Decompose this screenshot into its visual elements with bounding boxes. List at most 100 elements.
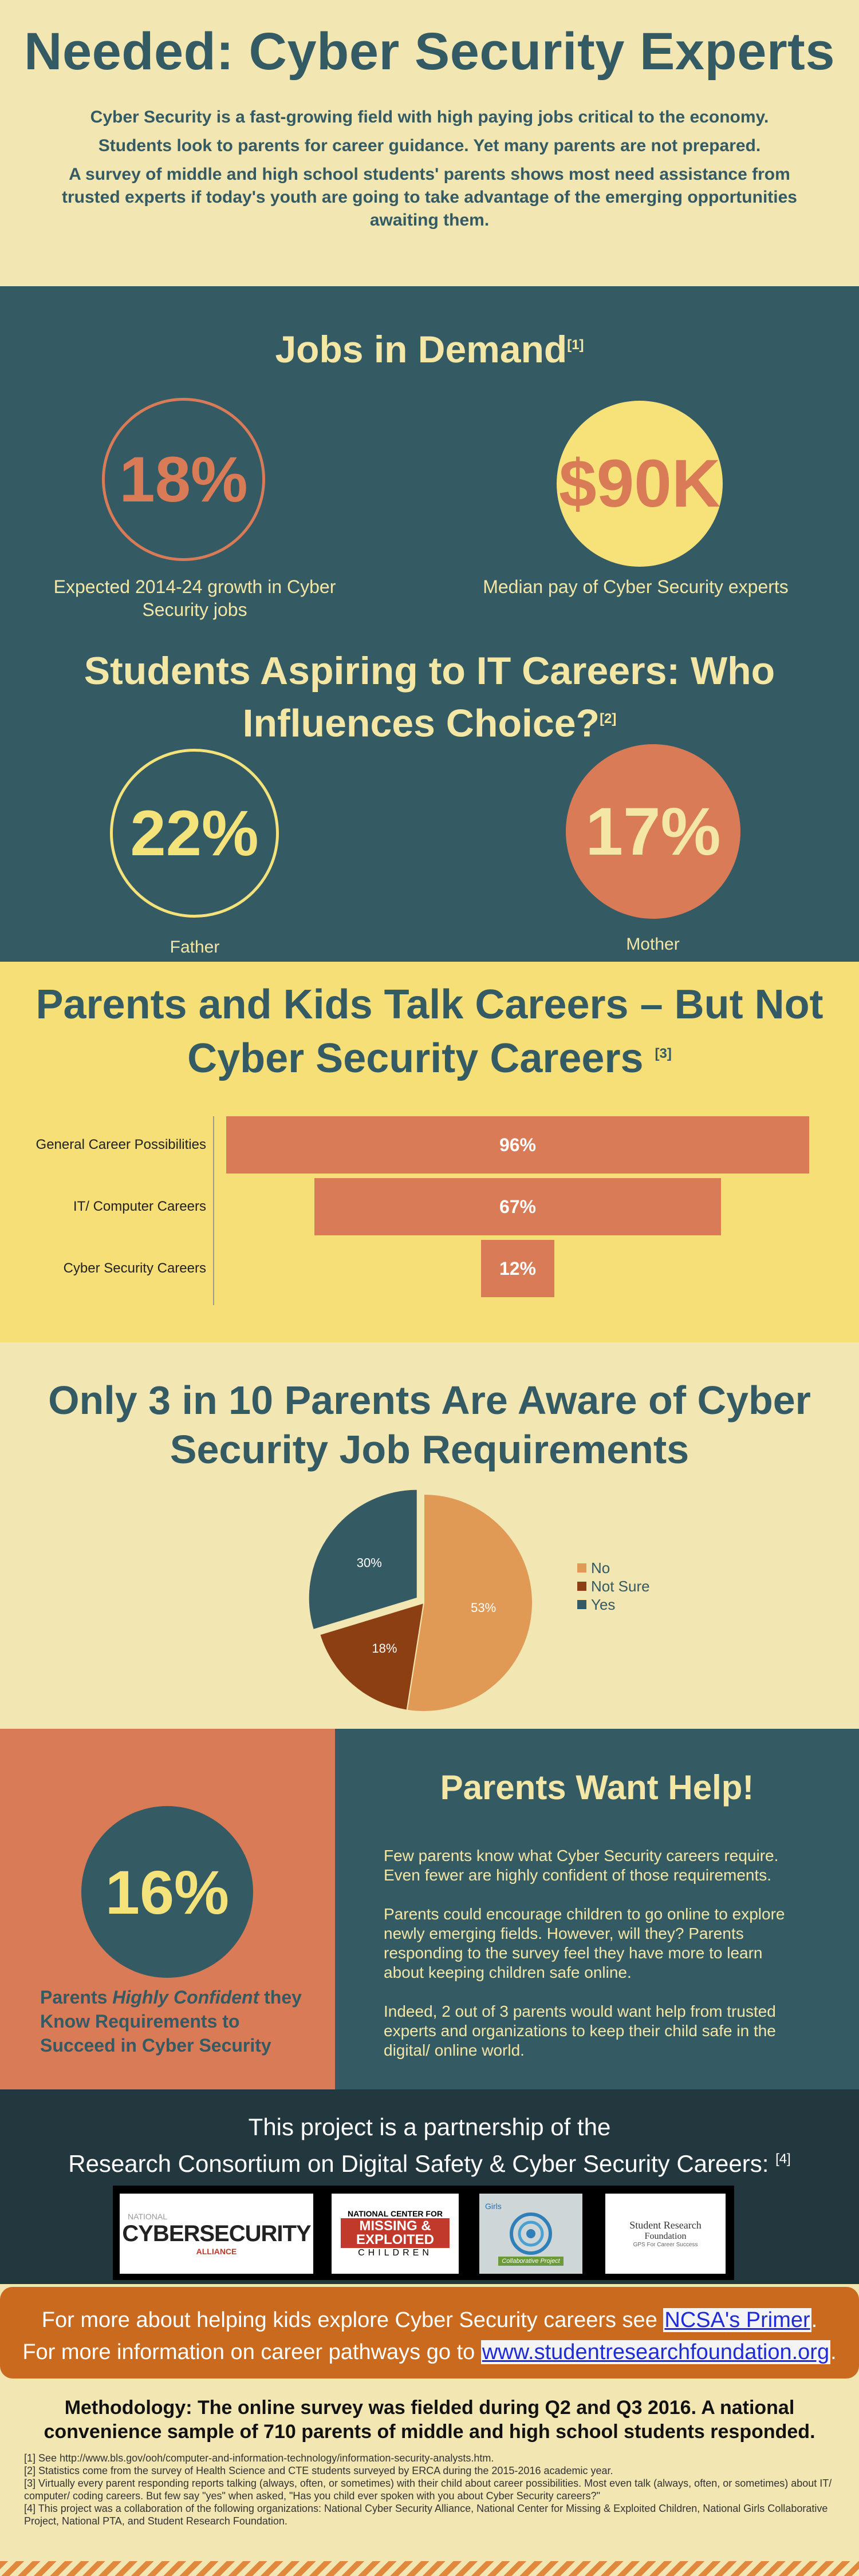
legend-item: Not Sure [577, 1577, 650, 1595]
jobs-ref: [1] [567, 337, 584, 353]
ngcp-logo[interactable]: Girls Collaborative Project [479, 2194, 582, 2274]
srf-website-link[interactable]: www.studentresearchfoundation.org [480, 2340, 831, 2364]
legend-label: Yes [591, 1595, 616, 1613]
ngcp-logo-top: Girls [485, 2202, 502, 2211]
confident-caption-pre: Parents [40, 1987, 113, 2008]
decorative-stripes [0, 2561, 859, 2576]
ncsa-logo-small: NATIONAL [128, 2211, 167, 2221]
partnership-line1: This project is a partnership of the [248, 2113, 611, 2140]
pie-slice-no [406, 1493, 533, 1712]
footnotes: [1] See http://www.bls.gov/ooh/computer-… [24, 2452, 837, 2527]
help-paragraph: Parents could encourage children to go o… [384, 1905, 785, 1981]
pie-legend: No Not Sure Yes [577, 1559, 650, 1614]
ncmec-logo-mid: MISSING & EXPLOITED [341, 2218, 450, 2248]
bar: 12% [481, 1240, 554, 1297]
partnership-ref: [4] [775, 2151, 791, 2167]
partnership-line2: Research Consortium on Digital Safety & … [68, 2150, 769, 2177]
intro-paragraph: A survey of middle and high school stude… [62, 165, 797, 230]
ncmec-logo-top: NATIONAL CENTER FOR [348, 2209, 443, 2218]
banner-line2-end: . [830, 2340, 837, 2364]
pie-slice-label: 30% [357, 1555, 382, 1570]
banner-line2-text: For more information on career pathways … [22, 2340, 481, 2364]
ncsa-logo-big: CYBERSECURITY [122, 2221, 311, 2246]
intro-paragraph: Cyber Security is a fast-growing field w… [90, 108, 769, 127]
bar-category-label: Cyber Security Careers [63, 1261, 206, 1276]
pie-slice-yes [308, 1488, 418, 1631]
bar-category-label: IT/ Computer Careers [73, 1199, 206, 1214]
ngcp-logo-bottom: Collaborative Project [498, 2257, 564, 2266]
methodology-section: Methodology: The online survey was field… [0, 2379, 859, 2576]
growth-stat-circle: 18% [102, 398, 265, 561]
aspire-title: Students Aspiring to IT Careers: Who Inf… [0, 647, 859, 748]
aspire-ref: [2] [600, 711, 617, 726]
legend-item: Yes [577, 1595, 650, 1614]
jobs-title-text: Jobs in Demand [275, 328, 568, 370]
aspire-title-text: Students Aspiring to IT Careers: Who Inf… [84, 649, 775, 745]
pie-slice-not-sure [318, 1602, 425, 1711]
awareness-pie-chart: 53% 18% 30% [308, 1488, 533, 1712]
resources-banner: For more about helping kids explore Cybe… [0, 2287, 859, 2379]
legend-swatch [577, 1600, 586, 1609]
bar: 67% [314, 1178, 722, 1235]
ncmec-logo-bottom: CHILDREN [358, 2248, 432, 2258]
ncsa-primer-link[interactable]: NCSA's Primer [663, 2308, 811, 2332]
help-title: Parents Want Help! [440, 1768, 754, 1807]
mother-caption: Mother [626, 935, 680, 954]
ncmec-logo[interactable]: NATIONAL CENTER FOR MISSING & EXPLOITED … [332, 2194, 459, 2274]
jobs-title: Jobs in Demand[1] [0, 327, 859, 371]
bar-row: General Career Possibilities 96% [0, 1116, 859, 1174]
growth-stat-caption: Expected 2014-24 growth in Cyber Securit… [53, 576, 336, 620]
footnote: [3] Virtually every parent responding re… [24, 2478, 832, 2502]
talk-title-text: Parents and Kids Talk Careers – But Not … [36, 982, 823, 1081]
srf-logo[interactable]: Student Research Foundation GPS For Care… [605, 2194, 726, 2274]
methodology-title: Methodology: The online survey was field… [44, 2397, 815, 2443]
footnote: [1] See http://www.bls.gov/ooh/computer-… [24, 2452, 494, 2464]
page-title: Needed: Cyber Security Experts [24, 22, 835, 81]
talk-ref: [3] [655, 1046, 672, 1061]
bar-category-label: General Career Possibilities [36, 1137, 206, 1152]
partner-logo-strip: NATIONAL CYBERSECURITY ALLIANCE NATIONAL… [113, 2186, 734, 2280]
legend-swatch [577, 1582, 586, 1591]
partnership-text: This project is a partnership of the Res… [0, 2111, 859, 2180]
awareness-section: Only 3 in 10 Parents Are Aware of Cyber … [0, 1342, 859, 1729]
bar: 96% [226, 1116, 809, 1174]
ngcp-swirl-icon [510, 2212, 552, 2255]
help-text-panel: Parents Want Help! Few parents know what… [335, 1729, 859, 2089]
srf-logo-top: Student Research [629, 2219, 702, 2231]
legend-item: No [577, 1559, 650, 1577]
legend-label: No [591, 1559, 610, 1577]
ncsa-logo-sub: ALLIANCE [196, 2246, 237, 2256]
talk-careers-section: Parents and Kids Talk Careers – But Not … [0, 962, 859, 1342]
banner-line1: For more about helping kids explore Cybe… [0, 2304, 859, 2336]
pie-slice-label: 18% [372, 1641, 397, 1656]
banner-line2: For more information on career pathways … [0, 2336, 859, 2368]
jobs-section: Jobs in Demand[1] 18% Expected 2014-24 g… [0, 286, 859, 962]
banner-line1-text: For more about helping kids explore Cybe… [41, 2308, 664, 2332]
legend-label: Not Sure [591, 1577, 650, 1595]
bar-row: IT/ Computer Careers 67% [0, 1178, 859, 1235]
confident-caption-post: they Know Requirements to Succeed in Cyb… [40, 1987, 302, 2056]
help-paragraph: Indeed, 2 out of 3 parents would want he… [384, 2002, 776, 2059]
help-body: Few parents know what Cyber Security car… [384, 1846, 796, 2080]
help-paragraph: Few parents know what Cyber Security car… [384, 1847, 779, 1884]
intro-text: Cyber Security is a fast-growing field w… [0, 106, 859, 232]
mother-stat-circle: 17% [566, 744, 740, 919]
awareness-title: Only 3 in 10 Parents Are Aware of Cyber … [48, 1378, 811, 1472]
help-stat-panel: 16% Parents Highly Confident they Know R… [0, 1729, 335, 2089]
intro-paragraph: Students look to parents for career guid… [98, 136, 761, 155]
confident-caption-emphasis: Highly Confident [112, 1987, 259, 2008]
legend-swatch [577, 1563, 586, 1573]
confident-stat-circle: 16% [81, 1806, 253, 1978]
help-section: 16% Parents Highly Confident they Know R… [0, 1729, 859, 2089]
pie-slice-label: 53% [471, 1601, 496, 1615]
bar-chart-axis [213, 1116, 214, 1305]
ncsa-logo[interactable]: NATIONAL CYBERSECURITY ALLIANCE [120, 2194, 313, 2274]
talk-title: Parents and Kids Talk Careers – But Not … [0, 980, 859, 1083]
banner-line1-end: . [811, 2308, 818, 2332]
father-stat-circle: 22% [110, 749, 279, 918]
pay-stat-circle: $90K [557, 401, 723, 567]
partnership-section: This project is a partnership of the Res… [0, 2089, 859, 2284]
pay-stat-caption: Median pay of Cyber Security experts [483, 576, 789, 597]
srf-logo-bottom: GPS For Career Success [633, 2242, 698, 2248]
